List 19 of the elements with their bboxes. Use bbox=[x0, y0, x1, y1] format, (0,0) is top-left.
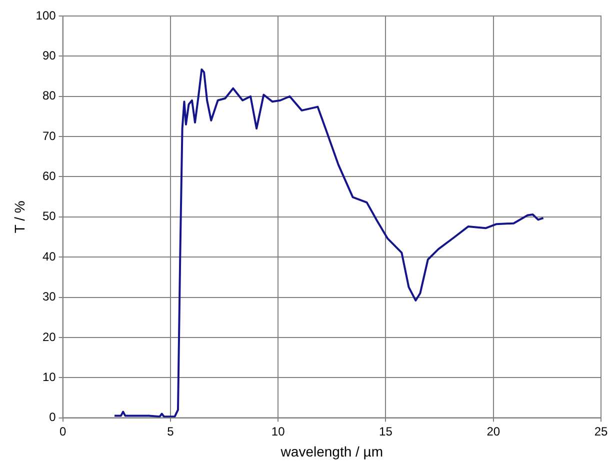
y-tick-label: 0 bbox=[49, 410, 56, 424]
y-tick-label: 50 bbox=[42, 209, 56, 224]
x-tick-label: 20 bbox=[486, 424, 500, 438]
y-axis-title: T / % bbox=[11, 200, 28, 234]
x-tick-label: 15 bbox=[379, 424, 393, 438]
x-axis-title: wavelength / µm bbox=[280, 443, 384, 460]
x-tick-label: 0 bbox=[59, 424, 66, 438]
y-tick-label: 10 bbox=[42, 370, 56, 384]
x-tick-label: 10 bbox=[271, 424, 286, 438]
y-tick-label: 40 bbox=[42, 249, 56, 264]
y-tick-label: 20 bbox=[42, 330, 56, 344]
x-tick-label: 25 bbox=[594, 424, 608, 438]
y-tick-label: 70 bbox=[42, 128, 56, 143]
y-tick-label: 80 bbox=[42, 88, 56, 103]
y-tick-label: 30 bbox=[42, 290, 56, 304]
y-tick-label: 90 bbox=[42, 48, 56, 62]
y-tick-label: 60 bbox=[42, 169, 56, 184]
y-tick-label: 100 bbox=[36, 8, 56, 22]
x-tick-label: 5 bbox=[167, 424, 174, 438]
